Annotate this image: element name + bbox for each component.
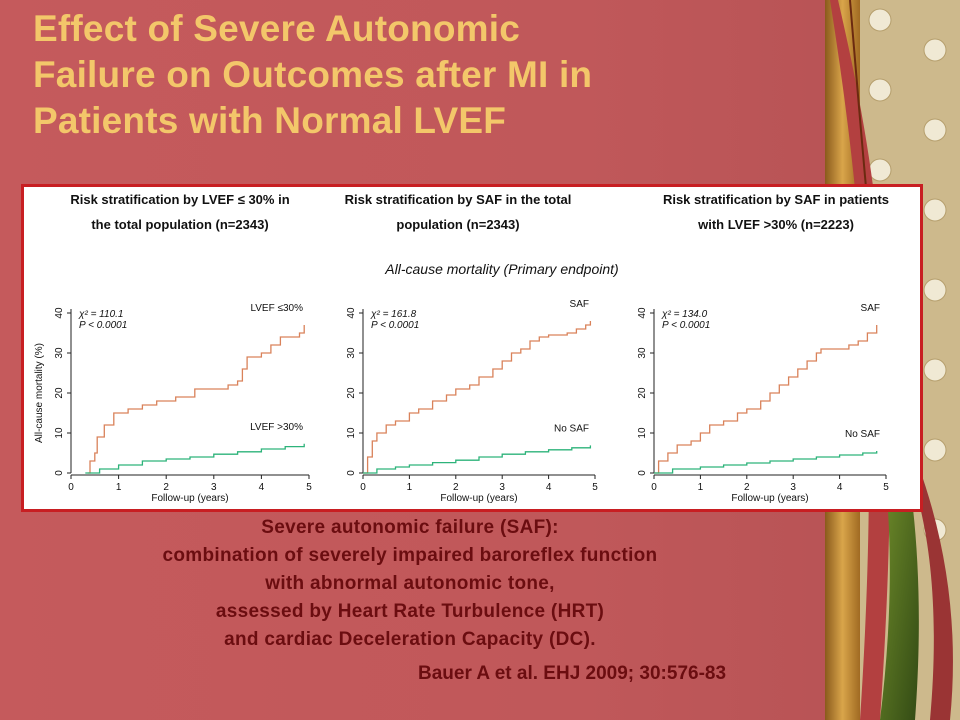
p1-x-tick-label: 1 xyxy=(116,482,122,493)
p1-y-tick-label: 20 xyxy=(54,387,65,399)
p3-series-high-risk-line xyxy=(654,325,878,474)
p2-x-tick-label: 1 xyxy=(407,482,413,493)
p3-x-tick-label: 1 xyxy=(698,482,704,493)
p3-p-value-label: P < 0.0001 xyxy=(662,320,710,331)
p1-series-label-1: LVEF ≤30% xyxy=(250,303,303,314)
p3-title-line-1: Risk stratification by SAF in patients xyxy=(663,192,889,207)
p3-y-tick-label: 20 xyxy=(637,387,648,399)
p1-x-tick-label: 0 xyxy=(68,482,74,493)
p2-y-tick-label: 40 xyxy=(346,307,357,319)
p2-series-high-risk-line xyxy=(363,321,592,474)
p2-y-tick-label: 10 xyxy=(346,427,357,439)
p3-x-tick-label: 2 xyxy=(744,482,750,493)
p3-x-axis-label: Follow-up (years) xyxy=(731,493,808,504)
p1-y-tick-label: 10 xyxy=(54,427,65,439)
endpoint-label: All-cause mortality (Primary endpoint) xyxy=(384,261,618,277)
p1-series-low-risk-line xyxy=(85,443,305,474)
p1-x-axis-label: Follow-up (years) xyxy=(151,493,228,504)
p1-series-label-2: LVEF >30% xyxy=(250,422,303,433)
p1-x-tick-label: 4 xyxy=(259,482,265,493)
p3-y-tick-label: 30 xyxy=(637,347,648,359)
slide-title-line-1: Effect of Severe Autonomic xyxy=(33,8,520,49)
p3-x-tick-label: 5 xyxy=(883,482,889,493)
p2-series-label-1: SAF xyxy=(570,299,589,310)
p3-x-tick-label: 3 xyxy=(790,482,796,493)
p1-y-tick-label: 40 xyxy=(54,307,65,319)
caption-line-4: assessed by Heart Rate Turbulence (HRT) xyxy=(215,601,605,622)
p2-series-low-risk-line xyxy=(363,445,592,474)
caption-line-1: Severe autonomic failure (SAF): xyxy=(261,517,559,538)
p2-x-tick-label: 3 xyxy=(499,482,505,493)
kaplan-meier-figure: All-cause mortality (Primary endpoint) R… xyxy=(21,184,923,512)
p3-y-tick-label: 0 xyxy=(637,470,648,476)
p3-series-low-risk-line xyxy=(654,451,878,474)
p1-y-tick-label: 0 xyxy=(54,470,65,476)
p3-y-tick-label: 10 xyxy=(637,427,648,439)
p1-p-value-label: P < 0.0001 xyxy=(79,320,127,331)
p3-chi-square-label: χ² = 134.0 xyxy=(661,309,708,320)
p1-title-line-1: Risk stratification by LVEF ≤ 30% in xyxy=(70,192,289,207)
p2-title-line-2: population (n=2343) xyxy=(396,217,519,232)
citation: Bauer A et al. EHJ 2009; 30:576-83 xyxy=(418,663,727,684)
p2-x-tick-label: 5 xyxy=(592,482,598,493)
slide-title-line-3: Patients with Normal LVEF xyxy=(33,100,507,141)
p3-y-tick-label: 40 xyxy=(637,307,648,319)
slide-title-line-2: Failure on Outcomes after MI in xyxy=(33,54,593,95)
p2-y-tick-label: 20 xyxy=(346,387,357,399)
caption-line-2: combination of severely impaired baroref… xyxy=(162,545,658,566)
p1-chi-square-label: χ² = 110.1 xyxy=(78,309,123,320)
p2-x-tick-label: 4 xyxy=(546,482,552,493)
p1-y-axis-label: All-cause mortality (%) xyxy=(34,343,45,443)
kaplan-meier-charts: All-cause mortality (Primary endpoint) R… xyxy=(34,192,889,504)
p3-series-label-2: No SAF xyxy=(845,429,880,440)
caption-line-5: and cardiac Deceleration Capacity (DC). xyxy=(224,629,596,650)
p3-series-label-1: SAF xyxy=(861,303,880,314)
p2-y-tick-label: 30 xyxy=(346,347,357,359)
p1-title-line-2: the total population (n=2343) xyxy=(91,217,268,232)
p1-x-tick-label: 3 xyxy=(211,482,217,493)
p1-series-high-risk-line xyxy=(87,325,305,474)
p2-chi-square-label: χ² = 161.8 xyxy=(370,309,417,320)
p2-p-value-label: P < 0.0001 xyxy=(371,320,419,331)
p2-title-line-1: Risk stratification by SAF in the total xyxy=(345,192,572,207)
p2-x-tick-label: 2 xyxy=(453,482,459,493)
caption-line-3: with abnormal autonomic tone, xyxy=(265,573,555,594)
p3-x-tick-label: 0 xyxy=(651,482,657,493)
p2-x-axis-label: Follow-up (years) xyxy=(440,493,517,504)
p2-y-tick-label: 0 xyxy=(346,470,357,476)
p1-x-tick-label: 2 xyxy=(163,482,169,493)
p2-series-label-2: No SAF xyxy=(554,423,589,434)
p3-x-tick-label: 4 xyxy=(837,482,843,493)
p2-x-tick-label: 0 xyxy=(360,482,366,493)
p3-title-line-2: with LVEF >30% (n=2223) xyxy=(697,217,854,232)
p1-x-tick-label: 5 xyxy=(306,482,312,493)
p1-y-tick-label: 30 xyxy=(54,347,65,359)
